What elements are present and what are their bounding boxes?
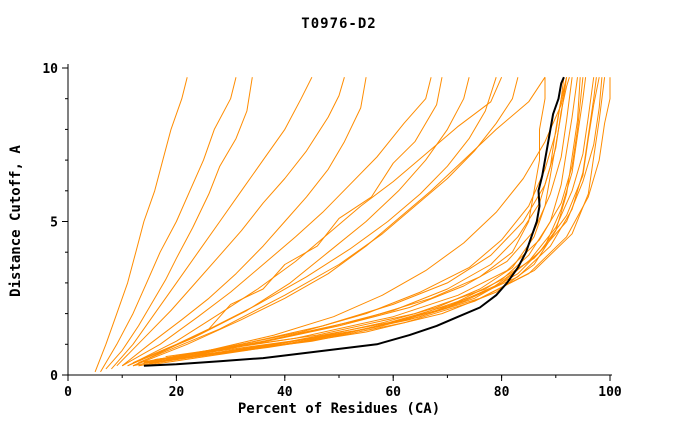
model-curve xyxy=(143,76,565,367)
model-curve xyxy=(154,77,584,361)
model-curve xyxy=(165,77,603,358)
x-tick-label: 80 xyxy=(494,385,510,400)
model-curve xyxy=(143,77,573,364)
y-tick-label: 0 xyxy=(50,369,58,384)
x-tick-label: 100 xyxy=(598,385,622,400)
chart-title: T0976-D2 xyxy=(301,16,377,32)
model-curve xyxy=(121,77,432,367)
x-tick-label: 20 xyxy=(169,385,185,400)
model-curve xyxy=(143,77,578,367)
model-curve xyxy=(138,77,568,364)
model-curve xyxy=(149,77,581,364)
x-axis-label: Percent of Residues (CA) xyxy=(237,401,441,417)
model-curve xyxy=(105,77,253,370)
model-curve xyxy=(149,77,595,364)
model-curve xyxy=(138,77,519,364)
y-tick-label: 10 xyxy=(42,62,58,77)
model-curve xyxy=(132,76,546,367)
x-tick-label: 0 xyxy=(64,385,72,400)
model-curve xyxy=(100,77,237,373)
model-curve xyxy=(132,77,497,367)
model-curve xyxy=(111,76,313,370)
model-curve xyxy=(132,77,443,364)
y-tick-label: 5 xyxy=(50,216,58,231)
model-curve xyxy=(160,77,606,361)
model-curve xyxy=(94,77,188,373)
model-curve xyxy=(127,76,503,367)
x-tick-label: 60 xyxy=(385,385,401,400)
model-curve xyxy=(121,77,367,367)
model-curve xyxy=(127,77,470,367)
model-curve xyxy=(143,77,570,364)
model-curve xyxy=(132,77,568,367)
model-curve xyxy=(116,77,345,367)
model-curve xyxy=(165,77,611,361)
model-curve xyxy=(154,77,597,361)
x-tick-label: 40 xyxy=(277,385,293,400)
